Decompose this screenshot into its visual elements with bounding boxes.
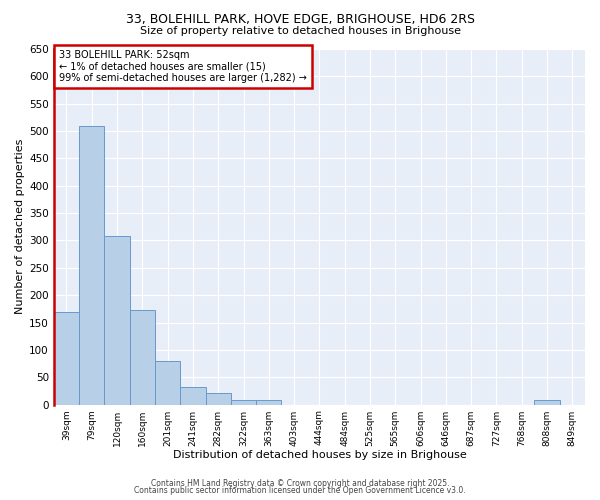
Bar: [180, 386, 206, 404]
Y-axis label: Number of detached properties: Number of detached properties: [15, 139, 25, 314]
Bar: [206, 392, 231, 404]
Bar: [535, 400, 560, 404]
Bar: [130, 310, 155, 404]
Text: Size of property relative to detached houses in Brighouse: Size of property relative to detached ho…: [139, 26, 461, 36]
Bar: [155, 361, 180, 405]
X-axis label: Distribution of detached houses by size in Brighouse: Distribution of detached houses by size …: [173, 450, 466, 460]
Bar: [256, 400, 281, 404]
Bar: [54, 312, 79, 404]
Bar: [231, 400, 256, 404]
Text: Contains HM Land Registry data © Crown copyright and database right 2025.: Contains HM Land Registry data © Crown c…: [151, 478, 449, 488]
Text: Contains public sector information licensed under the Open Government Licence v3: Contains public sector information licen…: [134, 486, 466, 495]
Text: 33, BOLEHILL PARK, HOVE EDGE, BRIGHOUSE, HD6 2RS: 33, BOLEHILL PARK, HOVE EDGE, BRIGHOUSE,…: [125, 12, 475, 26]
Bar: [79, 126, 104, 404]
Bar: [104, 236, 130, 404]
Text: 33 BOLEHILL PARK: 52sqm
← 1% of detached houses are smaller (15)
99% of semi-det: 33 BOLEHILL PARK: 52sqm ← 1% of detached…: [59, 50, 307, 84]
